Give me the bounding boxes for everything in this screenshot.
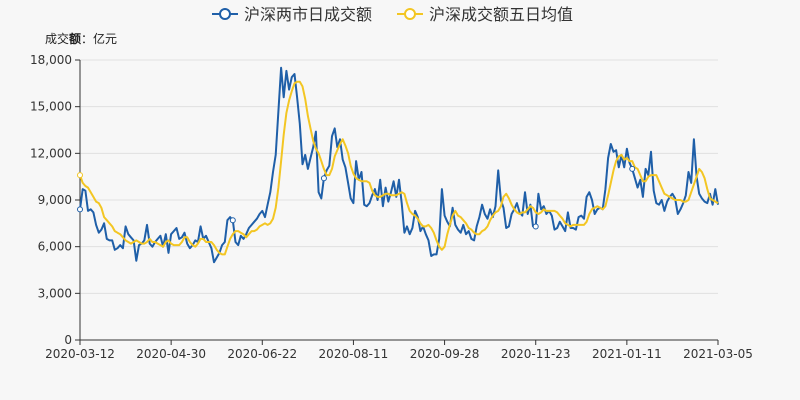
x-tick-label: 2021-03-05 [683, 347, 753, 361]
unit-label-prefix: 成交 [45, 31, 69, 46]
series-1-marker [629, 165, 636, 172]
x-tick-label: 2020-09-28 [410, 347, 480, 361]
y-tick-label: 9,000 [38, 193, 72, 207]
legend-marker-1 [219, 8, 231, 20]
legend-label-2: 沪深成交额五日均值 [429, 5, 573, 24]
unit-label-suffix: ：亿元 [81, 31, 117, 46]
y-tick-label: 6,000 [38, 240, 72, 254]
series-layer [77, 66, 719, 264]
series-1-marker [532, 223, 539, 230]
y-tick-label: 0 [64, 333, 72, 347]
unit-label: 成交额：亿元 [45, 31, 117, 46]
series-1-marker [77, 206, 83, 213]
y-tick-label: 3,000 [38, 286, 72, 300]
x-tick-label: 2020-11-23 [501, 347, 571, 361]
legend-label-1: 沪深两市日成交额 [244, 5, 372, 24]
x-tick-label: 2020-08-11 [319, 347, 389, 361]
series-line-2 [79, 80, 719, 256]
series-1-marker [320, 175, 327, 182]
axes: 0 3,000 6,000 9,000 12,000 15,000 18,000 2020-0… [30, 53, 753, 361]
x-tick-label: 2020-03-12 [45, 347, 115, 361]
legend-marker-2 [404, 8, 416, 20]
series-1-marker [229, 217, 236, 224]
x-tick-label: 2021-01-11 [592, 347, 662, 361]
series-2-marker [77, 172, 83, 179]
x-tick-label: 2020-04-30 [136, 347, 206, 361]
y-tick-label: 18,000 [30, 53, 72, 67]
y-tick-label: 12,000 [30, 146, 72, 160]
x-tick-label: 2020-06-22 [227, 347, 297, 361]
y-tick-label: 15,000 [30, 100, 72, 114]
grid-lines [80, 59, 718, 294]
series-line-1 [79, 66, 719, 264]
legend: 沪深两市日成交额 沪深成交额五日均值 [212, 5, 573, 24]
unit-label-bold: 额 [69, 31, 81, 46]
